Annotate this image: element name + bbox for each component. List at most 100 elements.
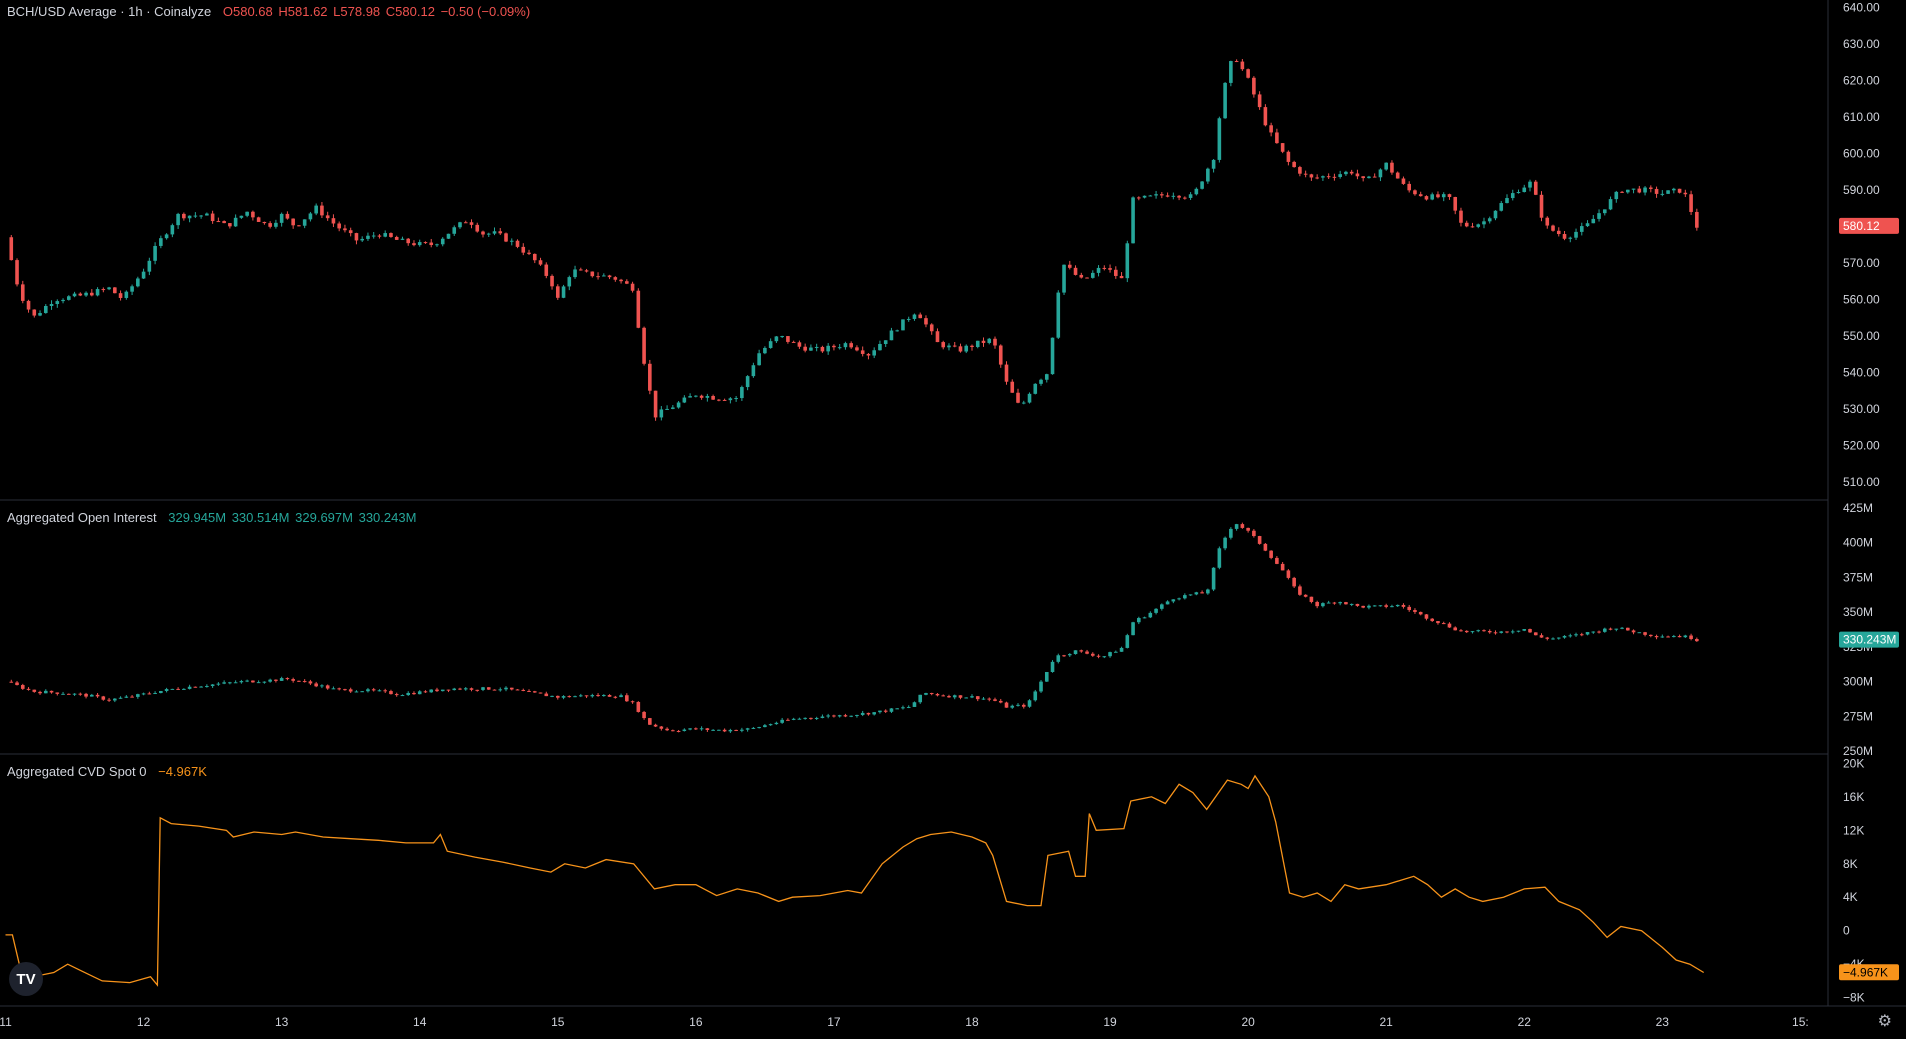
price-candle-body [602,275,606,277]
oi-candle-body [1292,577,1296,587]
oi-candle-body [1436,621,1440,624]
oi-candle-body [486,687,491,690]
oi-candle-body [452,688,457,691]
x-tick-label: 11 [0,1015,12,1029]
price-candle-body [1056,292,1061,338]
oi-candle-body [630,701,635,703]
oi-candle-body [924,693,928,695]
oi-candle-body [1614,628,1619,630]
price-candle-body [1171,195,1176,197]
price-change: −0.50 (−0.09%) [440,4,531,19]
price-candle-body [705,395,710,398]
price-candle-body [1021,402,1026,404]
price-candle-body [1217,118,1222,160]
price-candle-body [895,330,900,332]
price-candle-body [1211,159,1216,169]
oi-candle-body [55,692,60,694]
price-candle-body [331,218,336,224]
price-candle-body [975,340,980,348]
price-candle-body [987,338,992,343]
oi-candle-body [613,696,618,698]
price-candle-body [469,222,474,225]
oi-candle-body [1666,636,1670,638]
cvd-last-value-badge [1839,964,1899,981]
oi-y-tick-label: 275M [1843,709,1873,723]
price-y-tick-label: 520.00 [1843,438,1880,452]
oi-close: 330.243M [358,510,417,525]
oi-candle-body [1562,635,1567,638]
tradingview-logo-icon[interactable]: TV [9,962,43,996]
price-candle-body [389,233,393,237]
price-candle-body [429,242,434,246]
price-y-tick-label: 540.00 [1843,365,1880,379]
price-candle-body [348,230,353,234]
price-candle-body [302,219,307,226]
oi-candle-body [751,727,756,729]
price-candle-body [596,276,600,278]
x-tick-label: 15 [551,1015,565,1029]
price-candle-body [147,260,152,272]
price-candle-body [1505,198,1509,204]
oi-candle-body [642,711,646,719]
oi-candle-body [1033,691,1038,701]
price-candle-body [1096,267,1101,273]
oi-candle-body [1044,671,1049,682]
price-candle-body [1073,267,1078,275]
oi-candle-body [555,695,560,698]
price-candle-body [878,343,882,351]
oi-y-tick-label: 425M [1843,501,1873,515]
oi-candle-body [297,680,301,682]
oi-candle-body [797,718,802,720]
oi-candle-body [889,708,894,712]
price-candle-body [694,395,698,397]
price-candle-body [463,222,468,224]
oi-candle-body [15,682,19,686]
oi-candle-body [768,724,773,726]
oi-candle-body [153,693,157,695]
oi-candle-body [912,702,917,707]
price-candle-body [1660,193,1665,195]
price-candle-body [1631,188,1636,190]
oi-candle-body [141,693,146,695]
price-candle-body [763,347,767,354]
oi-candle-body [101,696,106,700]
price-y-tick-label: 620.00 [1843,73,1880,87]
oi-candle-body [1039,681,1043,692]
price-candle-body [159,238,163,246]
price-candle-body [515,240,520,247]
price-candle-body [1286,151,1291,162]
oi-candle-body [1085,651,1089,654]
price-candle-body [947,345,951,348]
oi-candle-body [1137,618,1141,623]
oi-candle-body [1171,599,1176,602]
x-tick-label: 12 [137,1015,151,1029]
oi-candle-body [1148,612,1153,618]
price-candle-body [205,213,209,216]
price-candle-body [1528,181,1532,188]
price-candle-body [38,313,42,316]
price-candle-body [1407,183,1411,191]
price-candle-body [555,286,560,298]
oi-candle-body [343,689,347,691]
x-tick-label: 18 [965,1015,979,1029]
oi-candle-body [159,690,163,694]
price-candle-body [101,289,106,291]
price-candle-body [320,205,324,216]
oi-candle-body [1545,637,1550,639]
price-candle-body [1591,218,1596,224]
oi-candle-body [435,689,439,692]
price-candle-body [1292,161,1296,168]
gear-icon[interactable]: ⚙ [1878,1011,1892,1031]
oi-candle-body [504,687,508,690]
price-candle-body [262,221,267,224]
price-candle-body [90,292,94,296]
price-candle-body [1188,194,1193,198]
oi-y-tick-label: 250M [1843,744,1873,758]
oi-candle-body [1637,632,1642,634]
oi-candle-body [993,699,997,701]
price-candle-body [314,205,318,214]
price-candle-body [176,213,180,226]
oi-legend: Aggregated Open Interest 329.945M 330.51… [7,510,418,525]
oi-candle-body [291,679,295,681]
